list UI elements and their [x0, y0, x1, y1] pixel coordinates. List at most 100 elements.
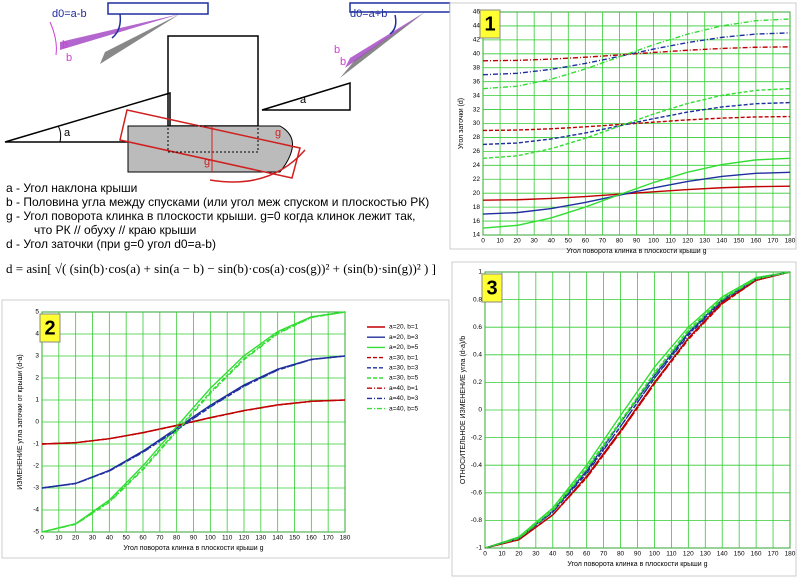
- y-tick-label: 30: [473, 120, 481, 127]
- x-tick-label: 0: [481, 238, 485, 245]
- x-axis-label: Угол поворота клинка в плоскости крыши g: [123, 545, 263, 552]
- x-tick-label: 70: [600, 551, 608, 558]
- roof-triangle: [4, 91, 171, 143]
- badge: 2: [44, 317, 55, 339]
- y-tick-label: 34: [473, 92, 481, 99]
- y-tick-label: -0.6: [471, 490, 483, 497]
- x-tick-label: 20: [515, 551, 523, 558]
- y-tick-label: -0.8: [471, 517, 483, 524]
- y-tick-label: 28: [473, 134, 481, 141]
- series-line: [482, 32, 791, 76]
- series-line: [482, 101, 791, 146]
- y-tick-label: 44: [473, 23, 481, 30]
- x-tick-label: 40: [548, 238, 556, 245]
- angle-arc: [49, 21, 57, 56]
- series-line: [484, 271, 791, 549]
- blade-bevel: [345, 12, 425, 68]
- x-tick-label: 10: [498, 551, 506, 558]
- blade-plane: [107, 2, 209, 15]
- series-line: [482, 87, 791, 160]
- x-tick-label: 110: [666, 551, 677, 558]
- x-tick-label: 180: [785, 238, 796, 245]
- x-tick-label: 80: [616, 238, 624, 245]
- x-tick-label: 180: [340, 535, 351, 542]
- diagram-label: b: [334, 44, 340, 56]
- x-tick-label: 140: [272, 535, 283, 542]
- hidden-edge: [167, 125, 259, 153]
- x-tick-label: 160: [750, 238, 761, 245]
- y-tick-label: 40: [473, 51, 481, 58]
- x-tick-label: 160: [751, 551, 762, 558]
- x-tick-label: 110: [665, 238, 676, 245]
- y-tick-label: 0: [35, 419, 39, 426]
- y-tick-label: 42: [473, 37, 481, 44]
- y-tick-label: 36: [473, 78, 481, 85]
- x-tick-label: 0: [483, 551, 487, 558]
- x-tick-label: 50: [566, 551, 574, 558]
- x-tick-label: 130: [699, 238, 710, 245]
- formula: d = asin[ √( (sin(b)·cos(a) + sin(a − b)…: [6, 261, 436, 276]
- y-tick-label: 5: [35, 309, 39, 316]
- series-line: [41, 311, 346, 533]
- series-line: [482, 18, 791, 90]
- x-axis-label: Угол поворота клинка в плоскости крыши g: [567, 561, 707, 568]
- x-tick-label: 100: [648, 238, 659, 245]
- diagram-label: d0=a+b: [350, 8, 387, 20]
- x-tick-label: 30: [532, 551, 540, 558]
- x-tick-label: 150: [289, 535, 300, 542]
- roof-diagram-left: [4, 2, 209, 143]
- chart: 0 10 20 30 40 50 60 70 80 90 100 110 120 130 140 150 160…: [451, 261, 797, 577]
- legend-label: a=30, b=5: [389, 375, 419, 382]
- x-tick-label: 170: [768, 551, 779, 558]
- y-tick-label: -3: [33, 485, 39, 492]
- x-tick-label: 170: [323, 535, 334, 542]
- legend-label: a=40, b=5: [389, 405, 419, 412]
- legend-label: a=20, b=3: [389, 334, 419, 341]
- y-tick-label: 26: [473, 148, 481, 155]
- x-tick-label: 180: [785, 551, 796, 558]
- x-tick-label: 60: [582, 238, 590, 245]
- series-line: [482, 115, 791, 132]
- series-line: [482, 185, 791, 201]
- y-tick-label: 46: [473, 9, 481, 16]
- y-tick-label: 0: [478, 407, 482, 414]
- y-tick-label: -0.4: [471, 462, 483, 469]
- definition: a - Угол наклона крыши: [6, 181, 137, 195]
- x-tick-label: 170: [768, 238, 779, 245]
- x-tick-label: 40: [106, 535, 114, 542]
- y-tick-label: 1: [478, 269, 482, 276]
- x-tick-label: 140: [716, 238, 727, 245]
- x-tick-label: 90: [634, 551, 642, 558]
- y-tick-label: -1: [33, 441, 39, 448]
- diagram-label: b: [66, 52, 72, 64]
- y-tick-label: -4: [33, 507, 39, 514]
- y-tick-label: 38: [473, 64, 481, 71]
- x-tick-label: 60: [583, 551, 591, 558]
- y-tick-label: 3: [35, 353, 39, 360]
- x-tick-label: 20: [513, 238, 521, 245]
- x-tick-label: 50: [565, 238, 573, 245]
- series-line: [482, 46, 791, 62]
- x-tick-label: 80: [173, 535, 181, 542]
- definition: d - Угол заточки (при g=0 угол d0=a-b): [6, 237, 216, 251]
- chart: 0 10 20 30 40 50 60 70 80 90 100 110 120 130 140 150 160…: [1, 299, 450, 559]
- y-tick-label: -2: [33, 463, 39, 470]
- blade-body: [127, 125, 293, 173]
- y-tick-label: -5: [33, 529, 39, 536]
- chart-frame: [451, 261, 797, 577]
- blade-wedge: [100, 14, 180, 64]
- x-tick-label: 60: [139, 535, 147, 542]
- y-tick-label: -1: [476, 545, 482, 552]
- y-axis-label: ИЗМЕНЕНИЕ угла заточки от крыши (d-a): [17, 354, 24, 490]
- chart: 0 10 20 30 40 50 60 70 80 90 100 110 120 130 140 150 160…: [449, 2, 797, 255]
- legend-label: a=40, b=3: [389, 395, 419, 402]
- y-tick-label: 0.6: [473, 324, 482, 331]
- badge-box: [479, 9, 501, 39]
- x-tick-label: 140: [717, 551, 728, 558]
- y-tick-label: 2: [35, 375, 39, 382]
- legend-label: a=20, b=1: [389, 324, 419, 331]
- x-tick-label: 120: [683, 551, 694, 558]
- y-tick-label: 22: [473, 176, 481, 183]
- x-tick-label: 120: [682, 238, 693, 245]
